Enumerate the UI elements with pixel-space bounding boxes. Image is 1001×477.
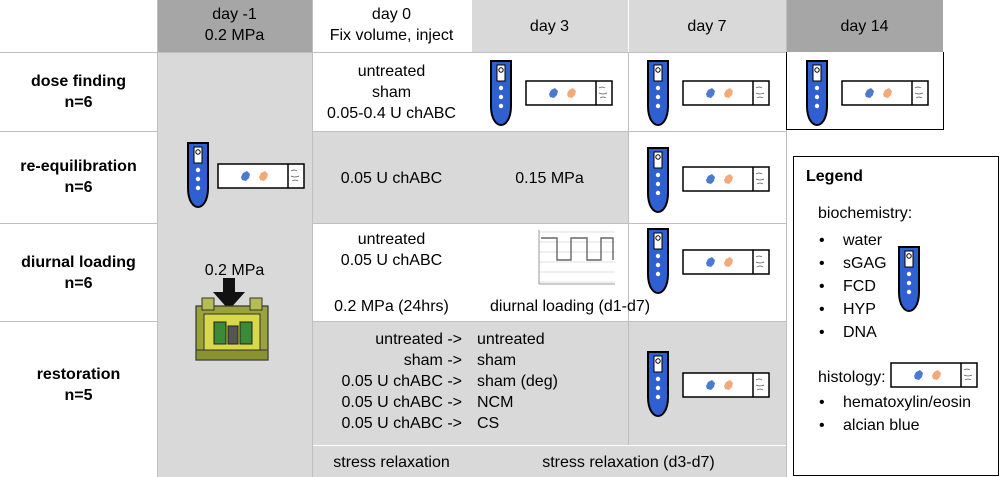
diurnal-loading-caption: diurnal loading (d1-d7) [490,298,651,315]
sample-tube-icon [647,147,669,213]
column-day-label: day -1 [212,6,257,23]
histology-slide-icon [217,163,305,189]
sample-tube-icon [490,60,512,126]
dose-finding-day0-text: untreated sham 0.05-0.4 U chABC [327,63,456,122]
legend-item: alcian blue [817,414,971,437]
sample-tube-icon [898,246,920,312]
legend-biochemistry-title: biochemistry: [818,205,913,222]
legend-item: hematoxylin/eosin [817,391,971,414]
legend-item: sGAG [817,252,887,275]
sample-tube-icon [647,351,669,417]
legend-histology-title: histology: [818,369,886,386]
histology-slide-icon [890,362,978,388]
histology-slide-icon [682,249,770,275]
restoration-day0-day3-cell [312,322,628,477]
row-label-dose-finding: dose finding n=6 [30,73,127,111]
diurnal-day0-text: untreated 0.05 U chABC [340,231,443,269]
legend-biochemistry-list: water sGAG FCD HYP DNA [817,229,887,344]
row-label-diurnal-loading: diurnal loading n=6 [21,254,136,292]
legend-histology-list: hematoxylin/eosin alcian blue [817,391,971,437]
header-day7-text: day 7 [687,18,727,35]
column-sub-label: Fix volume, inject [329,27,454,44]
restoration-day3-text: untreated sham sham (deg) NCM CS [477,331,558,432]
legend-title: Legend [806,168,863,185]
sample-tube-icon [806,60,828,126]
sample-tube-icon [647,60,669,126]
reequilibration-day0-text: 0.05 U chABC [340,170,443,187]
header-day3-text: day 3 [529,18,570,35]
sample-tube-icon [187,142,209,208]
column-day-label: day 0 [371,6,412,23]
histology-slide-icon [682,372,770,398]
header-day14 [786,0,943,52]
header-day-minus1 [157,0,312,52]
header-day-minus1-text: day -1 0.2 MPa [157,4,312,46]
column-pressure-label: 0.2 MPa [204,27,265,44]
histology-slide-icon [682,166,770,192]
row-label-reequilibration: re-equilibration n=6 [20,158,137,196]
sample-tube-icon [647,228,669,294]
histology-slide-icon [525,80,613,106]
header-day14-text: day 14 [840,18,889,35]
restoration-day0-text: untreated -> sham -> 0.05 U chABC -> 0.0… [341,331,463,432]
diurnal-day0-load-text: 0.2 MPa (24hrs) [334,298,449,315]
histology-slide-icon [841,80,929,106]
dose-finding-day14-cell [786,52,944,130]
reequilibration-day3-text: 0.15 MPa [515,170,584,187]
stress-relaxation-day0-text: stress relaxation [333,454,450,471]
legend-item: FCD [817,275,887,298]
header-day0-text: day 0 Fix volume, inject [312,4,471,46]
reequilibration-day0-day3-cell [312,131,628,224]
legend-item: HYP [817,298,887,321]
stress-relaxation-day3-text: stress relaxation (d3-d7) [542,454,715,471]
diurnal-waveform-icon [538,230,615,285]
day-minus1-cell [157,52,312,477]
row-label-restoration: restoration n=5 [36,366,121,404]
loading-device-icon [195,278,269,361]
legend-item: DNA [817,321,887,344]
loading-pressure-label: 0.2 MPa [204,262,265,279]
histology-slide-icon [682,80,770,106]
legend-item: water [817,229,887,252]
